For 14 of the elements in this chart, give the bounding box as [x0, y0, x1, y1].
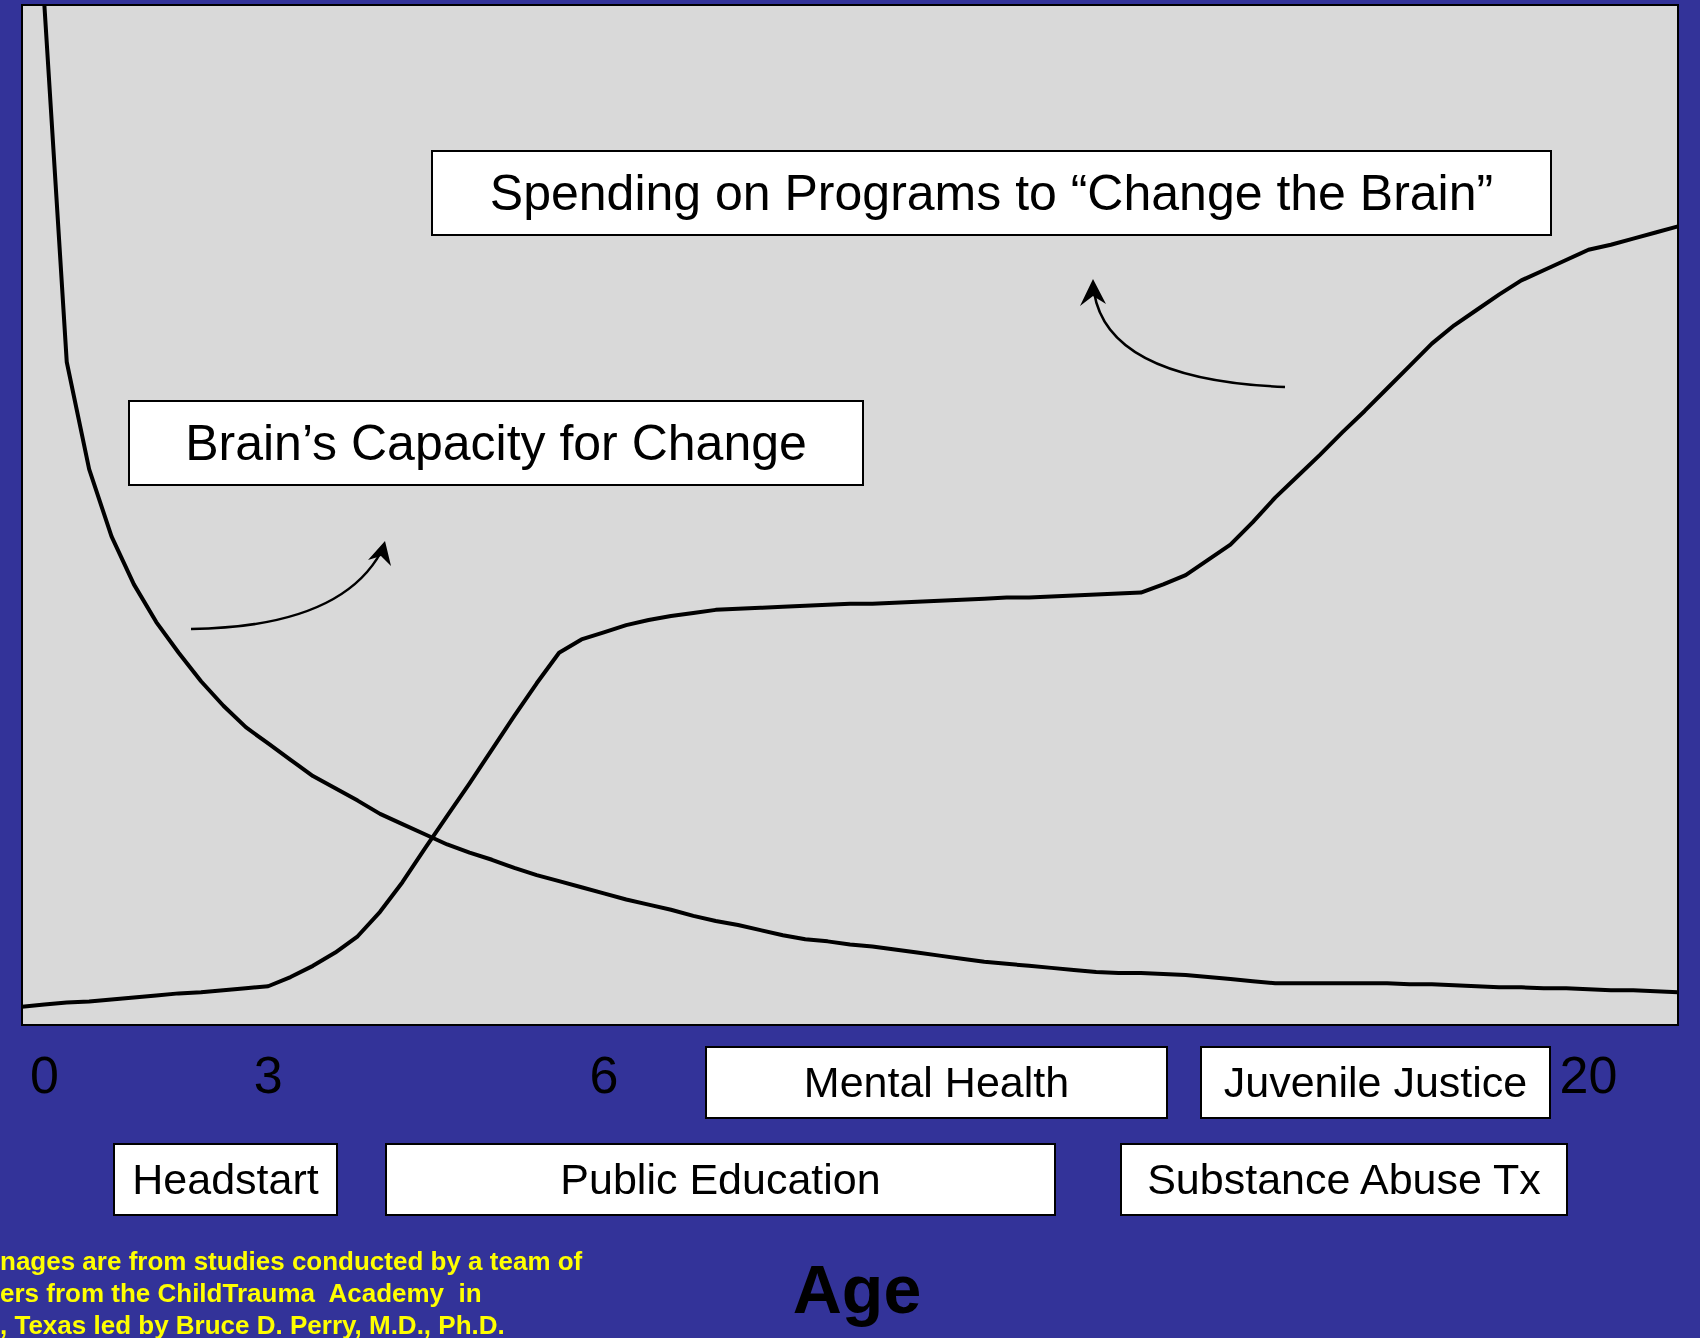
- x-tick-label: 6: [589, 1045, 619, 1104]
- x-tick-label: 0: [29, 1045, 59, 1104]
- text: Substance Abuse Tx: [1120, 1143, 1568, 1216]
- series-label: Brain’s Capacity for Change: [128, 400, 864, 486]
- text: ers from the ChildTrauma Academy in: [0, 1277, 483, 1309]
- text: Juvenile Justice: [1200, 1046, 1551, 1119]
- text: Public Education: [385, 1143, 1056, 1216]
- text: nages are from studies conducted by a team of: [0, 1245, 583, 1277]
- text: Headstart: [113, 1143, 338, 1216]
- series-label: Spending on Programs to “Change the Brain”: [431, 150, 1552, 236]
- x-tick-label: 20: [1559, 1045, 1618, 1104]
- x-tick-label: 3: [253, 1045, 283, 1104]
- x-axis-title: Age: [791, 1250, 923, 1328]
- text: Mental Health: [705, 1046, 1168, 1119]
